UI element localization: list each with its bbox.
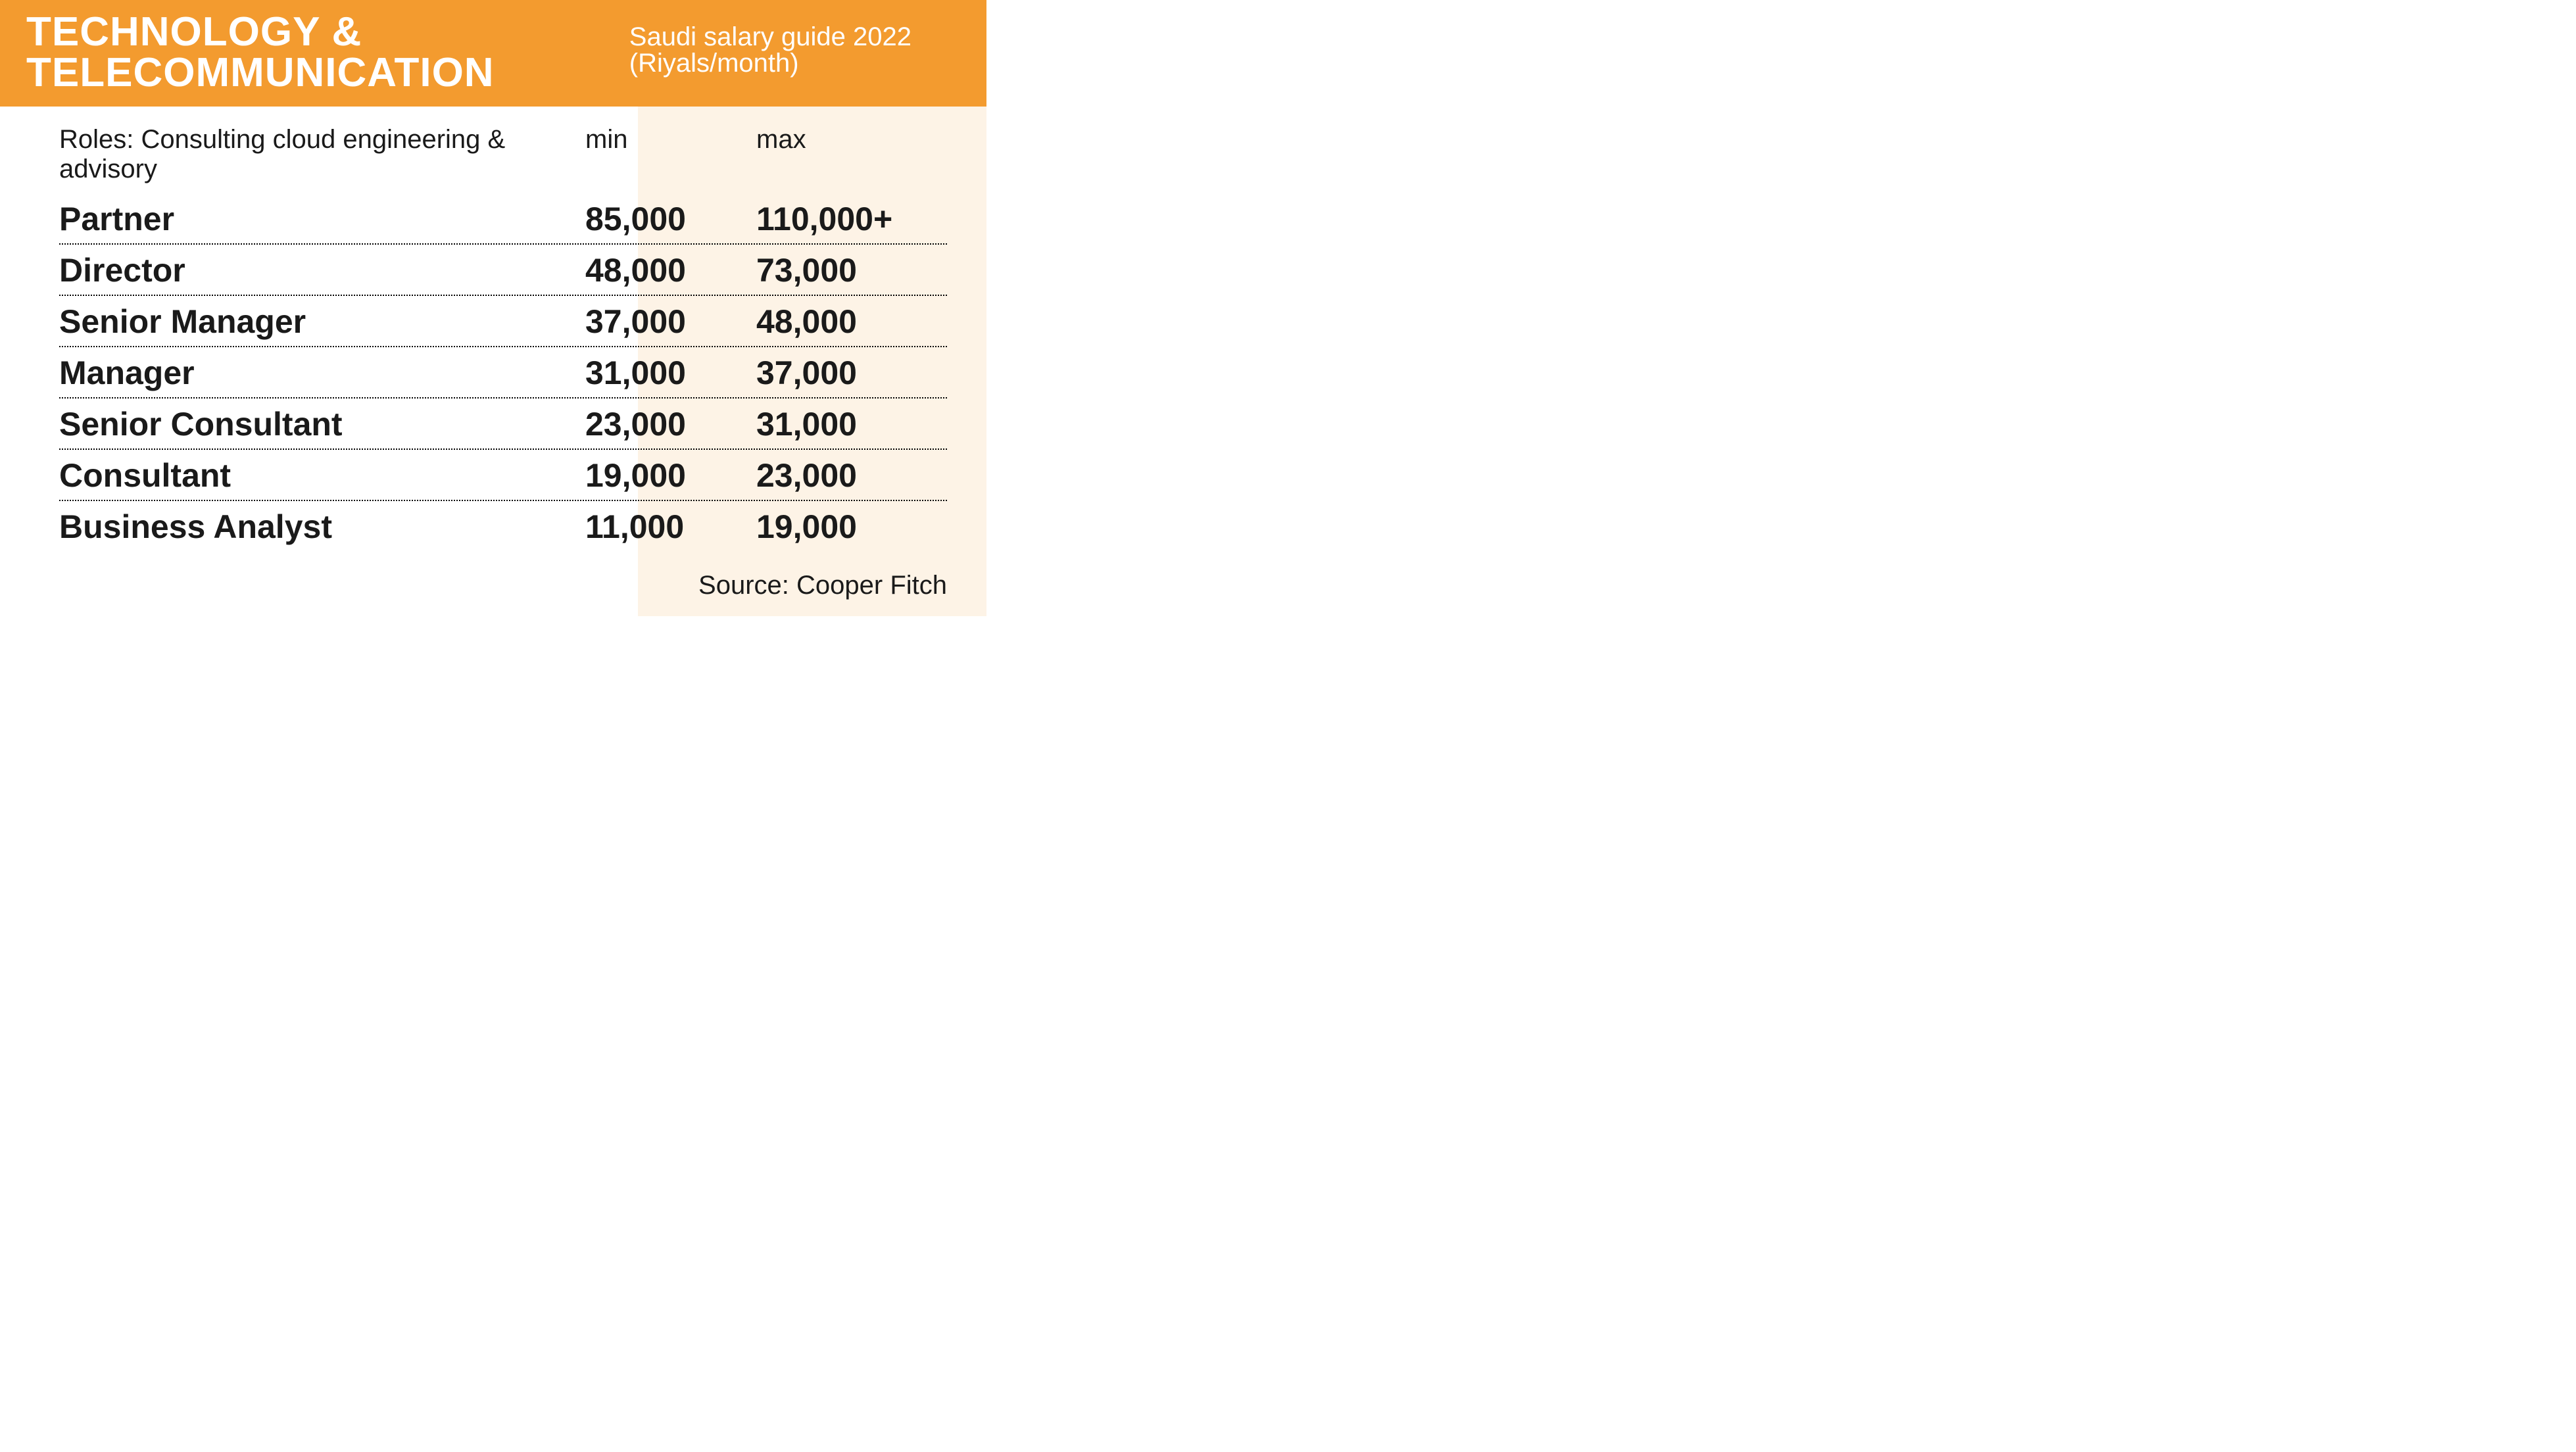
salary-table-card: TECHNOLOGY & TELECOMMUNICATION Saudi sal…: [0, 0, 986, 616]
role-cell: Consultant: [59, 456, 585, 495]
column-header-max: max: [756, 125, 927, 184]
table-row: Director48,00073,000: [59, 245, 947, 296]
max-cell: 48,000: [756, 302, 927, 341]
header-title: TECHNOLOGY & TELECOMMUNICATION: [26, 12, 610, 93]
column-header-roles: Roles: Consulting cloud engineering & ad…: [59, 125, 585, 184]
role-cell: Manager: [59, 354, 585, 392]
max-cell: 37,000: [756, 354, 927, 392]
max-cell: 110,000+: [756, 200, 927, 238]
max-cell: 73,000: [756, 251, 927, 289]
min-cell: 85,000: [585, 200, 756, 238]
column-header-min: min: [585, 125, 756, 184]
table-row: Senior Manager37,00048,000: [59, 296, 947, 347]
header-subtitle: Saudi salary guide 2022 (Riyals/month): [629, 24, 960, 76]
max-cell: 31,000: [756, 405, 927, 443]
header-bar: TECHNOLOGY & TELECOMMUNICATION Saudi sal…: [0, 0, 986, 107]
min-cell: 37,000: [585, 302, 756, 341]
source-attribution: Source: Cooper Fitch: [0, 551, 986, 600]
max-cell: 19,000: [756, 508, 927, 546]
table-row: Consultant19,00023,000: [59, 450, 947, 501]
table-row: Senior Consultant23,00031,000: [59, 399, 947, 450]
table-content: Roles: Consulting cloud engineering & ad…: [0, 125, 986, 551]
table-row: Manager31,00037,000: [59, 347, 947, 399]
table-body-area: Roles: Consulting cloud engineering & ad…: [0, 107, 986, 616]
min-cell: 48,000: [585, 251, 756, 289]
table-header-row: Roles: Consulting cloud engineering & ad…: [59, 125, 947, 184]
role-cell: Business Analyst: [59, 508, 585, 546]
table-row: Partner85,000110,000+: [59, 193, 947, 245]
max-cell: 23,000: [756, 456, 927, 495]
min-cell: 23,000: [585, 405, 756, 443]
table-row: Business Analyst11,00019,000: [59, 501, 947, 551]
min-cell: 11,000: [585, 508, 756, 546]
table-rows: Partner85,000110,000+Director48,00073,00…: [59, 193, 947, 551]
role-cell: Partner: [59, 200, 585, 238]
min-cell: 19,000: [585, 456, 756, 495]
min-cell: 31,000: [585, 354, 756, 392]
role-cell: Senior Manager: [59, 302, 585, 341]
role-cell: Director: [59, 251, 585, 289]
role-cell: Senior Consultant: [59, 405, 585, 443]
